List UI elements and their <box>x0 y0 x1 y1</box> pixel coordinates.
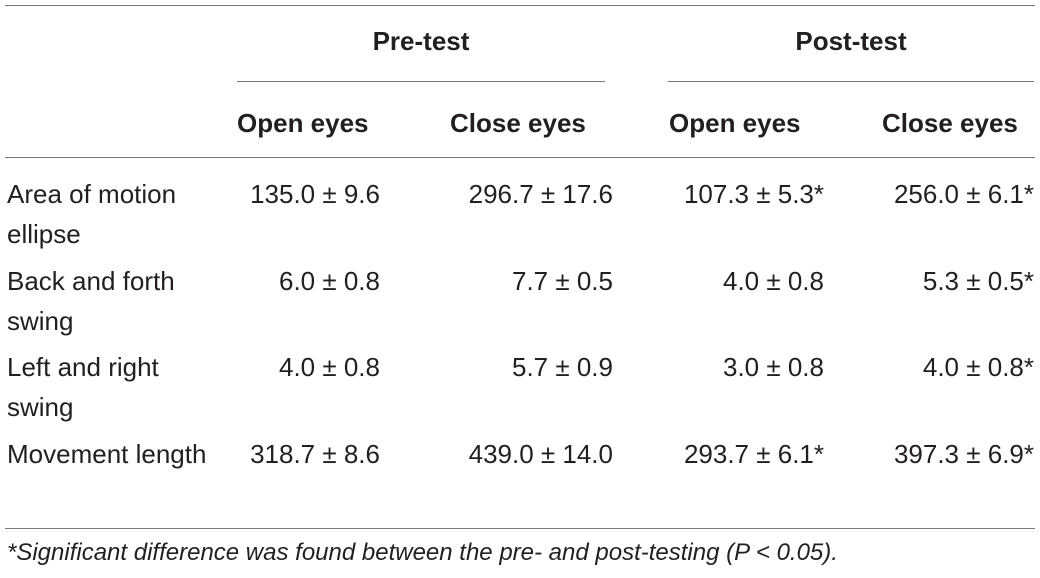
table-cell: 107.3 ± 5.3* <box>683 179 824 209</box>
table-cell: 4.0 ± 0.8 <box>722 266 824 296</box>
table-cell: 318.7 ± 8.6 <box>250 439 380 469</box>
table-bottom-rule <box>5 528 1035 529</box>
table-cell: 439.0 ± 14.0 <box>468 439 613 469</box>
table-cell: 4.0 ± 0.8* <box>922 352 1034 382</box>
table-cell: 296.7 ± 17.6 <box>468 179 613 209</box>
table-cell: 135.0 ± 9.6 <box>250 179 380 209</box>
row-label: Movement length <box>7 439 207 469</box>
column-header-pre-open-eyes: Open eyes <box>237 108 369 138</box>
table-cell: 5.7 ± 0.9 <box>511 352 613 382</box>
table-cell: 3.0 ± 0.8 <box>722 352 824 382</box>
row-label: Back and forth swing <box>7 266 175 336</box>
table-cell: 5.3 ± 0.5* <box>922 266 1034 296</box>
row-label: Area of motion ellipse <box>7 179 177 249</box>
header-bottom-rule <box>5 157 1035 158</box>
table-cell: 293.7 ± 6.1* <box>683 439 824 469</box>
pre-test-group-rule <box>237 81 605 82</box>
table-cell: 6.0 ± 0.8 <box>278 266 380 296</box>
post-test-group-rule <box>668 81 1034 82</box>
table-cell: 4.0 ± 0.8 <box>278 352 380 382</box>
table-cell: 256.0 ± 6.1* <box>893 179 1034 209</box>
table-cell: 397.3 ± 6.9* <box>893 439 1034 469</box>
table-footnote: *Significant difference was found betwee… <box>7 539 838 566</box>
column-header-pre-close-eyes: Close eyes <box>450 108 586 138</box>
table-top-rule <box>5 5 1035 6</box>
group-header-pre-test: Pre-test <box>372 26 470 56</box>
table-cell: 7.7 ± 0.5 <box>511 266 613 296</box>
row-label: Left and right swing <box>7 352 159 422</box>
column-header-post-open-eyes: Open eyes <box>669 108 801 138</box>
column-header-post-close-eyes: Close eyes <box>882 108 1018 138</box>
group-header-post-test: Post-test <box>795 26 907 56</box>
